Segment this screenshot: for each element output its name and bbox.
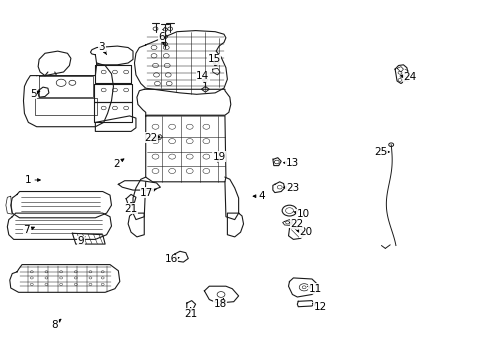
Text: 22: 22: [143, 132, 159, 143]
Text: 7: 7: [23, 225, 34, 235]
Text: 22: 22: [289, 219, 304, 229]
Text: 25: 25: [373, 147, 388, 157]
Text: 24: 24: [400, 72, 416, 82]
Text: 3: 3: [98, 42, 106, 55]
Text: 23: 23: [283, 183, 299, 193]
Text: 15: 15: [207, 54, 221, 66]
Text: 1: 1: [25, 175, 40, 185]
Text: 17: 17: [140, 188, 156, 198]
Text: 8: 8: [51, 319, 61, 330]
Text: 14: 14: [196, 71, 209, 82]
Text: 20: 20: [296, 227, 311, 237]
Text: 10: 10: [293, 209, 309, 219]
Text: 21: 21: [124, 203, 138, 214]
Text: 19: 19: [212, 152, 225, 162]
Text: 18: 18: [213, 298, 226, 309]
Text: 12: 12: [312, 302, 326, 312]
Text: 4: 4: [253, 191, 264, 201]
Text: 9: 9: [77, 236, 85, 246]
Text: 11: 11: [307, 284, 322, 294]
Text: 5: 5: [30, 89, 40, 99]
Text: 6: 6: [158, 32, 164, 45]
Text: 13: 13: [283, 158, 299, 168]
Text: 16: 16: [164, 254, 179, 264]
Text: 2: 2: [113, 159, 123, 169]
Text: 21: 21: [183, 308, 197, 319]
